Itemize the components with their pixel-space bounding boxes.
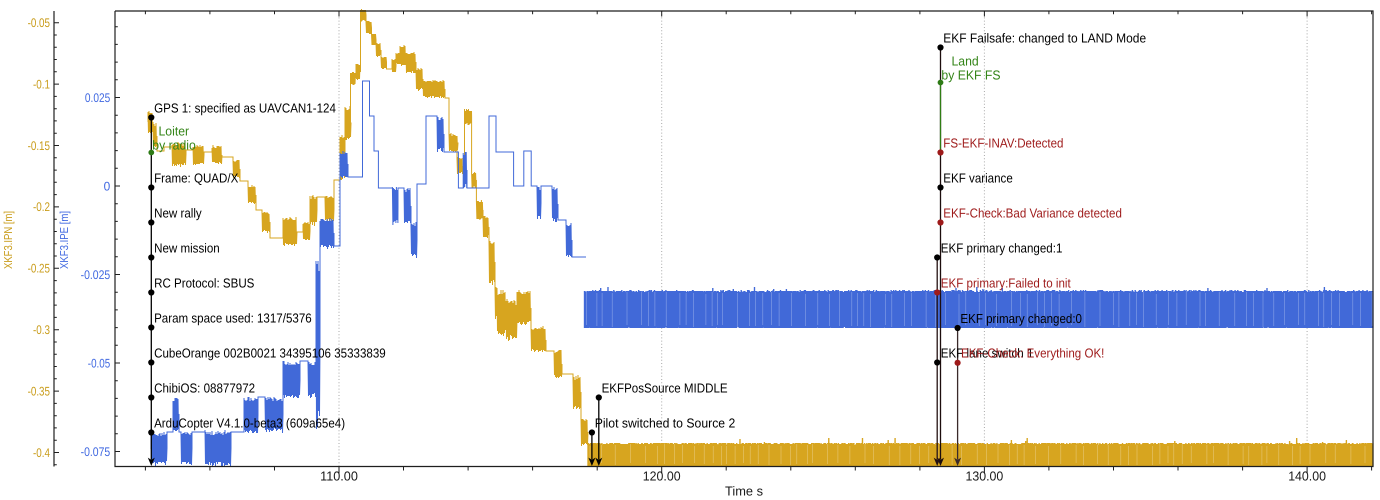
svg-text:-0.075: -0.075 [81, 445, 111, 459]
svg-text:CubeOrange 002B0021 34395106 3: CubeOrange 002B0021 34395106 35333839 [154, 345, 386, 360]
svg-text:-0.4: -0.4 [33, 446, 50, 460]
svg-text:XKF3.IPE [m]: XKF3.IPE [m] [59, 211, 71, 269]
svg-text:XKF3.IPN [m]: XKF3.IPN [m] [3, 211, 15, 269]
svg-text:EKF primary changed:1: EKF primary changed:1 [941, 240, 1063, 255]
svg-text:EKF Failsafe: changed to LAND: EKF Failsafe: changed to LAND Mode [943, 30, 1146, 45]
svg-text:ArduCopter V4.1.0-beta3 (609a6: ArduCopter V4.1.0-beta3 (609a65e4) [154, 415, 345, 430]
svg-text:120.00: 120.00 [643, 468, 681, 483]
svg-text:EKF lane switch 1: EKF lane switch 1 [941, 345, 1034, 360]
svg-text:New mission: New mission [154, 240, 220, 255]
svg-text:FS-EKF-INAV:Detected: FS-EKF-INAV:Detected [943, 135, 1063, 150]
svg-text:0: 0 [104, 179, 111, 193]
svg-text:130.00: 130.00 [966, 468, 1004, 483]
svg-text:0.025: 0.025 [85, 91, 110, 105]
svg-text:Frame: QUAD/X: Frame: QUAD/X [154, 170, 238, 185]
svg-text:-0.2: -0.2 [33, 200, 50, 214]
svg-text:Param space used: 1317/5376: Param space used: 1317/5376 [154, 310, 312, 325]
svg-text:New rally: New rally [154, 205, 202, 220]
svg-text:EKF primary:Failed to init: EKF primary:Failed to init [941, 275, 1071, 290]
svg-text:RC Protocol: SBUS: RC Protocol: SBUS [154, 275, 255, 290]
svg-text:-0.35: -0.35 [28, 384, 50, 398]
svg-text:EKFPosSource MIDDLE: EKFPosSource MIDDLE [602, 380, 728, 395]
svg-text:-0.3: -0.3 [33, 323, 50, 337]
svg-text:by radio: by radio [152, 137, 196, 152]
svg-text:110.00: 110.00 [320, 468, 358, 483]
svg-text:EKF-Check: Everything OK!: EKF-Check: Everything OK! [961, 346, 1104, 361]
svg-text:-0.15: -0.15 [28, 139, 50, 153]
svg-text:Loiter: Loiter [159, 124, 190, 139]
svg-text:EKF-Check:Bad Variance detecte: EKF-Check:Bad Variance detected [943, 205, 1122, 220]
svg-text:-0.05: -0.05 [28, 16, 50, 30]
svg-text:140.00: 140.00 [1288, 468, 1326, 483]
svg-text:ChibiOS: 08877972: ChibiOS: 08877972 [154, 380, 255, 395]
svg-text:Time s: Time s [725, 484, 763, 499]
svg-text:-0.025: -0.025 [81, 268, 111, 282]
svg-text:EKF variance: EKF variance [943, 170, 1013, 185]
svg-text:-0.25: -0.25 [28, 262, 50, 276]
svg-text:EKF primary changed:0: EKF primary changed:0 [960, 311, 1082, 326]
svg-text:GPS 1: specified as UAVCAN1-12: GPS 1: specified as UAVCAN1-124 [154, 100, 336, 115]
svg-text:-0.1: -0.1 [33, 77, 50, 91]
svg-text:-0.05: -0.05 [88, 356, 110, 370]
svg-text:Land: Land [952, 54, 979, 69]
svg-text:by EKF FS: by EKF FS [941, 67, 1000, 82]
svg-text:Pilot switched to Source 2: Pilot switched to Source 2 [595, 415, 736, 430]
